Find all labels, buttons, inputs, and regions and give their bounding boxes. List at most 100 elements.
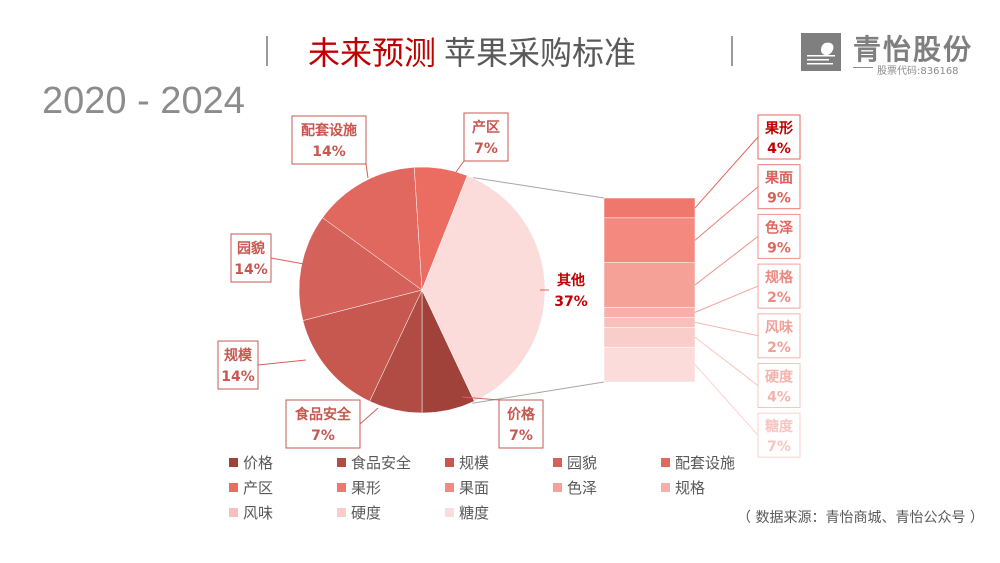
legend-item: 配套设施 [661,452,735,473]
legend-label: 规格 [675,479,706,497]
legend-label: 硬度 [351,504,382,522]
bar-name-label-风味: 风味 [765,320,793,336]
leaf-logo-icon [801,33,841,71]
slice-value-label-园貌: 14% [234,262,268,278]
stock-code: 股票代码:836168 [877,66,959,77]
legend-item: 果面 [445,477,489,498]
bar-name-label-果面: 果面 [764,171,793,187]
legend-item: 硬度 [337,502,381,523]
bar-segment-3 [603,262,696,308]
label-box-产区 [463,112,509,162]
slice-name-label-园貌: 园貌 [237,240,265,257]
legend-item: 糖度 [445,502,489,523]
bar-value-label-果形: 4% [767,141,791,157]
company-name: 青怡股份 [853,33,974,66]
legend-swatch [337,508,346,517]
bar-leader-line-规格 [694,285,759,313]
slice-value-label-配套设施: 14% [312,144,346,160]
slice-value-label-价格: 7% [509,428,533,444]
slice-name-label-其他: 其他 [557,272,585,289]
slice-value-label-其他: 37% [554,294,588,310]
page-title-rest: 苹果采购标准 [444,34,637,72]
bar-label-box-规格 [757,263,801,309]
title-separator-right [731,36,733,66]
label-box-规模 [217,340,259,390]
bar-label-box-硬度 [757,363,801,408]
bar-segment-7 [603,346,696,383]
bar-leader-line-风味 [694,321,759,337]
legend-swatch [229,458,238,467]
legend-swatch [445,458,454,467]
bar-leader-line-糖度 [694,364,759,436]
page-title: 未来预测 苹果采购标准 [308,28,636,74]
legend-label: 规模 [459,454,490,472]
bar-segment-1 [603,197,696,219]
legend-item: 产区 [229,477,273,498]
legend-label: 产区 [243,479,274,497]
connector-line-top [473,177,605,199]
slice-value-label-产区: 7% [474,141,498,157]
legend-swatch [229,483,238,492]
leader-line-规模 [257,359,307,366]
bar-leader-line-果面 [694,186,759,241]
pie-slice-3 [302,289,423,402]
legend-label: 糖度 [459,504,490,522]
bar-leader-line-硬度 [694,336,759,386]
legend-label: 食品安全 [351,454,412,472]
legend-item: 规格 [661,477,705,498]
bar-value-label-糖度: 7% [767,439,791,455]
bar-label-box-果形 [757,114,801,160]
legend-item: 色泽 [553,477,597,498]
bar-leader-line-色泽 [694,236,759,286]
year-range: 2020 - 2024 [42,80,245,122]
legend-item: 规模 [445,452,489,473]
legend-swatch [445,483,454,492]
slice-value-label-食品安全: 7% [311,428,335,444]
legend-item: 果形 [337,477,381,498]
legend-label: 果面 [459,479,490,497]
bar-value-label-色泽: 9% [767,240,791,256]
pie-slice-7 [421,175,546,402]
legend-swatch [445,508,454,517]
slice-name-label-产区: 产区 [472,119,500,136]
legend-item: 食品安全 [337,452,411,473]
leader-line-食品安全 [359,407,379,425]
bar-label-box-果面 [757,164,801,210]
legend-swatch [553,458,562,467]
data-source-note: （ 数据来源：青怡商城、青怡公众号 ） [737,510,984,526]
leader-line-配套设施 [365,163,369,179]
legend-label: 配套设施 [675,454,736,472]
bar-label-box-风味 [757,313,801,359]
bar-name-label-糖度: 糖度 [765,418,794,435]
legend-label: 园貌 [567,454,598,472]
label-box-食品安全 [285,399,361,449]
label-box-配套设施 [291,115,367,165]
leader-line-价格 [461,396,500,401]
label-box-园貌 [230,233,272,283]
legend-label: 风味 [243,504,274,522]
slice-name-label-价格: 价格 [507,406,536,423]
legend-swatch [661,458,670,467]
bar-name-label-硬度: 硬度 [765,369,794,386]
pie-slice-5 [322,166,423,291]
legend-swatch [229,508,238,517]
bar-name-label-色泽: 色泽 [765,219,793,236]
bar-value-label-风味: 2% [767,340,791,356]
bar-segment-4 [603,307,696,318]
legend-label: 色泽 [567,479,598,497]
page-title-highlight: 未来预测 [308,34,437,72]
legend-label: 果形 [351,479,382,497]
bar-label-box-色泽 [757,213,801,259]
legend-label: 价格 [243,454,274,472]
legend-swatch [337,458,346,467]
legend-swatch [661,483,670,492]
slice-name-label-食品安全: 食品安全 [295,406,352,423]
slice-name-label-规模: 规模 [224,347,253,364]
bar-value-label-硬度: 4% [767,390,791,406]
legend-item: 园貌 [553,452,597,473]
bar-name-label-规格: 规格 [765,269,794,286]
slice-value-label-规模: 14% [221,369,255,385]
bar-leader-line-果形 [694,136,759,209]
logo-divider [853,67,873,68]
